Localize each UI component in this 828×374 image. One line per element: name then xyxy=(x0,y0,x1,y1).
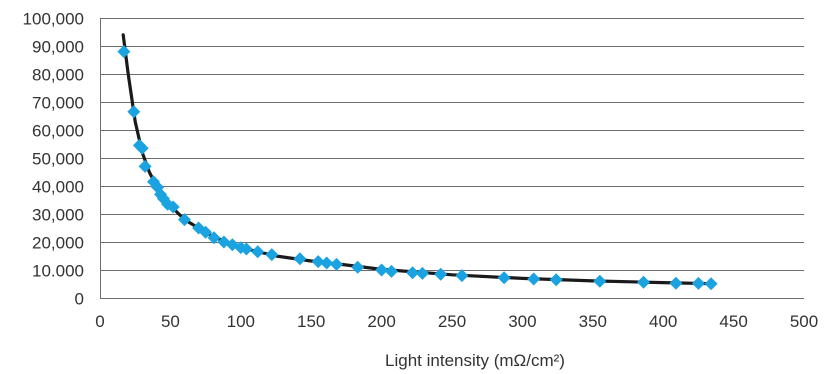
data-point xyxy=(178,213,191,227)
data-point xyxy=(497,271,511,285)
y-tick-label: 30,000 xyxy=(32,206,84,225)
y-tick-label: 50,000 xyxy=(32,150,84,169)
y-tick-labels: 0 10.000 20,000 30,000 40,000 50,000 60,000 70,… xyxy=(23,10,84,309)
y-tick-label: 20,000 xyxy=(32,234,84,253)
x-tick-label: 300 xyxy=(508,312,536,331)
data-point xyxy=(527,272,541,286)
data-point xyxy=(330,257,343,271)
data-point xyxy=(199,225,213,239)
data-point xyxy=(415,266,429,280)
data-point xyxy=(311,255,325,269)
y-tick-label: 0 xyxy=(75,290,84,309)
data-point xyxy=(375,263,389,277)
data-points xyxy=(117,45,718,291)
x-tick-label: 500 xyxy=(790,312,818,331)
y-tick-label: 60,000 xyxy=(32,122,84,141)
x-tick-label: 200 xyxy=(367,312,395,331)
data-point xyxy=(135,141,149,155)
y-tick-label: 40,000 xyxy=(32,178,84,197)
data-point xyxy=(320,256,334,270)
data-point xyxy=(704,277,718,291)
data-point xyxy=(117,45,131,59)
x-tick-label: 100 xyxy=(227,312,255,331)
data-point xyxy=(691,276,705,290)
data-point xyxy=(549,273,563,287)
data-point xyxy=(166,200,180,214)
x-tick-label: 450 xyxy=(719,312,747,331)
data-point xyxy=(455,269,469,283)
y-tick-label: 90,000 xyxy=(32,38,84,57)
data-point xyxy=(406,266,420,280)
data-point xyxy=(251,245,265,259)
x-tick-label: 350 xyxy=(579,312,607,331)
x-tick-labels: 0 50 100 150 200 250 300 350 400 450 500 xyxy=(95,312,818,331)
data-point xyxy=(239,242,253,256)
data-point xyxy=(127,105,141,119)
data-point xyxy=(385,264,398,278)
x-tick-label: 250 xyxy=(438,312,466,331)
data-point xyxy=(207,231,221,245)
data-point xyxy=(434,267,448,281)
y-tick-label: 10.000 xyxy=(32,262,84,281)
x-tick-label: 0 xyxy=(95,312,104,331)
axes xyxy=(100,18,804,299)
data-point xyxy=(293,252,307,266)
trend-curve-layer xyxy=(121,33,713,286)
x-tick-label: 150 xyxy=(297,312,325,331)
data-point xyxy=(138,159,152,173)
data-point xyxy=(351,260,365,274)
data-point xyxy=(669,276,683,290)
gridlines xyxy=(100,18,804,271)
x-tick-label: 400 xyxy=(649,312,677,331)
y-tick-label: 70,000 xyxy=(32,94,84,113)
x-tick-label: 50 xyxy=(161,312,180,331)
x-axis-title: Light intensity (mΩ/cm²) xyxy=(385,351,565,370)
trend-curve xyxy=(121,33,713,286)
data-point xyxy=(637,275,650,289)
y-tick-label: 80,000 xyxy=(32,66,84,85)
data-point xyxy=(593,274,607,288)
data-point xyxy=(265,248,279,262)
y-tick-label: 100,000 xyxy=(23,10,84,29)
